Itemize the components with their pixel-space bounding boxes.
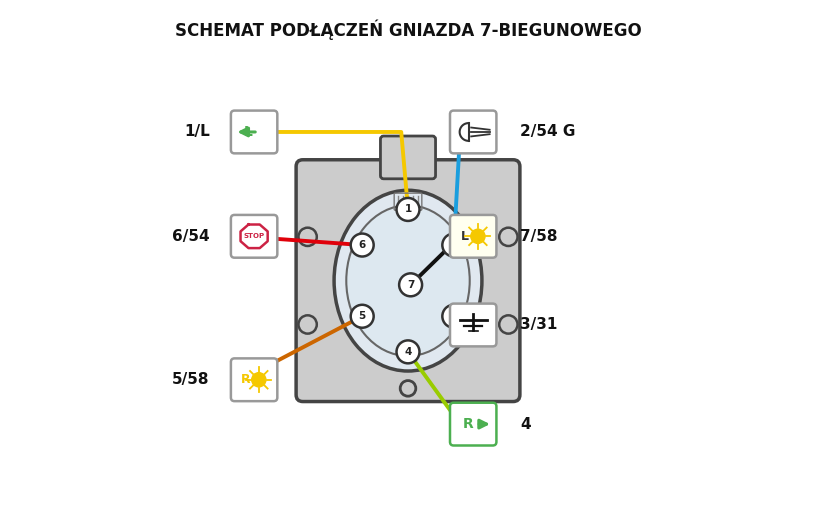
Text: 3: 3 <box>450 311 458 321</box>
Text: 1: 1 <box>405 205 411 215</box>
Text: 4: 4 <box>404 347 412 357</box>
Circle shape <box>299 315 317 333</box>
FancyBboxPatch shape <box>231 215 277 258</box>
Circle shape <box>397 340 419 364</box>
Circle shape <box>400 381 416 396</box>
Text: 2: 2 <box>450 240 458 250</box>
Circle shape <box>397 198 419 221</box>
FancyBboxPatch shape <box>296 160 520 402</box>
Circle shape <box>351 234 374 257</box>
FancyBboxPatch shape <box>231 358 277 401</box>
FancyBboxPatch shape <box>450 215 496 258</box>
Circle shape <box>499 228 517 246</box>
Circle shape <box>299 228 317 246</box>
FancyBboxPatch shape <box>450 304 496 347</box>
Circle shape <box>251 373 266 387</box>
Circle shape <box>351 305 374 328</box>
Text: 5: 5 <box>358 311 366 321</box>
Text: 6/54: 6/54 <box>172 229 210 244</box>
Text: 6: 6 <box>358 240 366 250</box>
Text: SCHEMAT PODŁĄCZEŃ GNIAZDA 7-BIEGUNOWEGO: SCHEMAT PODŁĄCZEŃ GNIAZDA 7-BIEGUNOWEGO <box>175 20 641 40</box>
Text: 5/58: 5/58 <box>172 372 210 387</box>
Circle shape <box>471 229 485 243</box>
Text: L: L <box>460 230 468 243</box>
Text: 4: 4 <box>520 417 530 431</box>
Text: R: R <box>463 417 473 431</box>
FancyBboxPatch shape <box>450 111 496 153</box>
Text: L: L <box>244 125 253 139</box>
Text: 1/L: 1/L <box>184 125 210 139</box>
FancyBboxPatch shape <box>450 403 496 446</box>
Text: STOP: STOP <box>243 233 264 240</box>
Ellipse shape <box>346 205 470 356</box>
Text: R: R <box>241 373 251 386</box>
Circle shape <box>442 305 465 328</box>
Text: 7/58: 7/58 <box>520 229 557 244</box>
Text: 7: 7 <box>407 280 415 290</box>
Circle shape <box>499 315 517 333</box>
FancyBboxPatch shape <box>380 136 436 179</box>
Text: 3/31: 3/31 <box>520 317 557 332</box>
Circle shape <box>399 273 422 296</box>
Ellipse shape <box>334 190 482 371</box>
FancyBboxPatch shape <box>231 111 277 153</box>
Circle shape <box>442 234 465 257</box>
Text: 2/54 G: 2/54 G <box>520 125 575 139</box>
